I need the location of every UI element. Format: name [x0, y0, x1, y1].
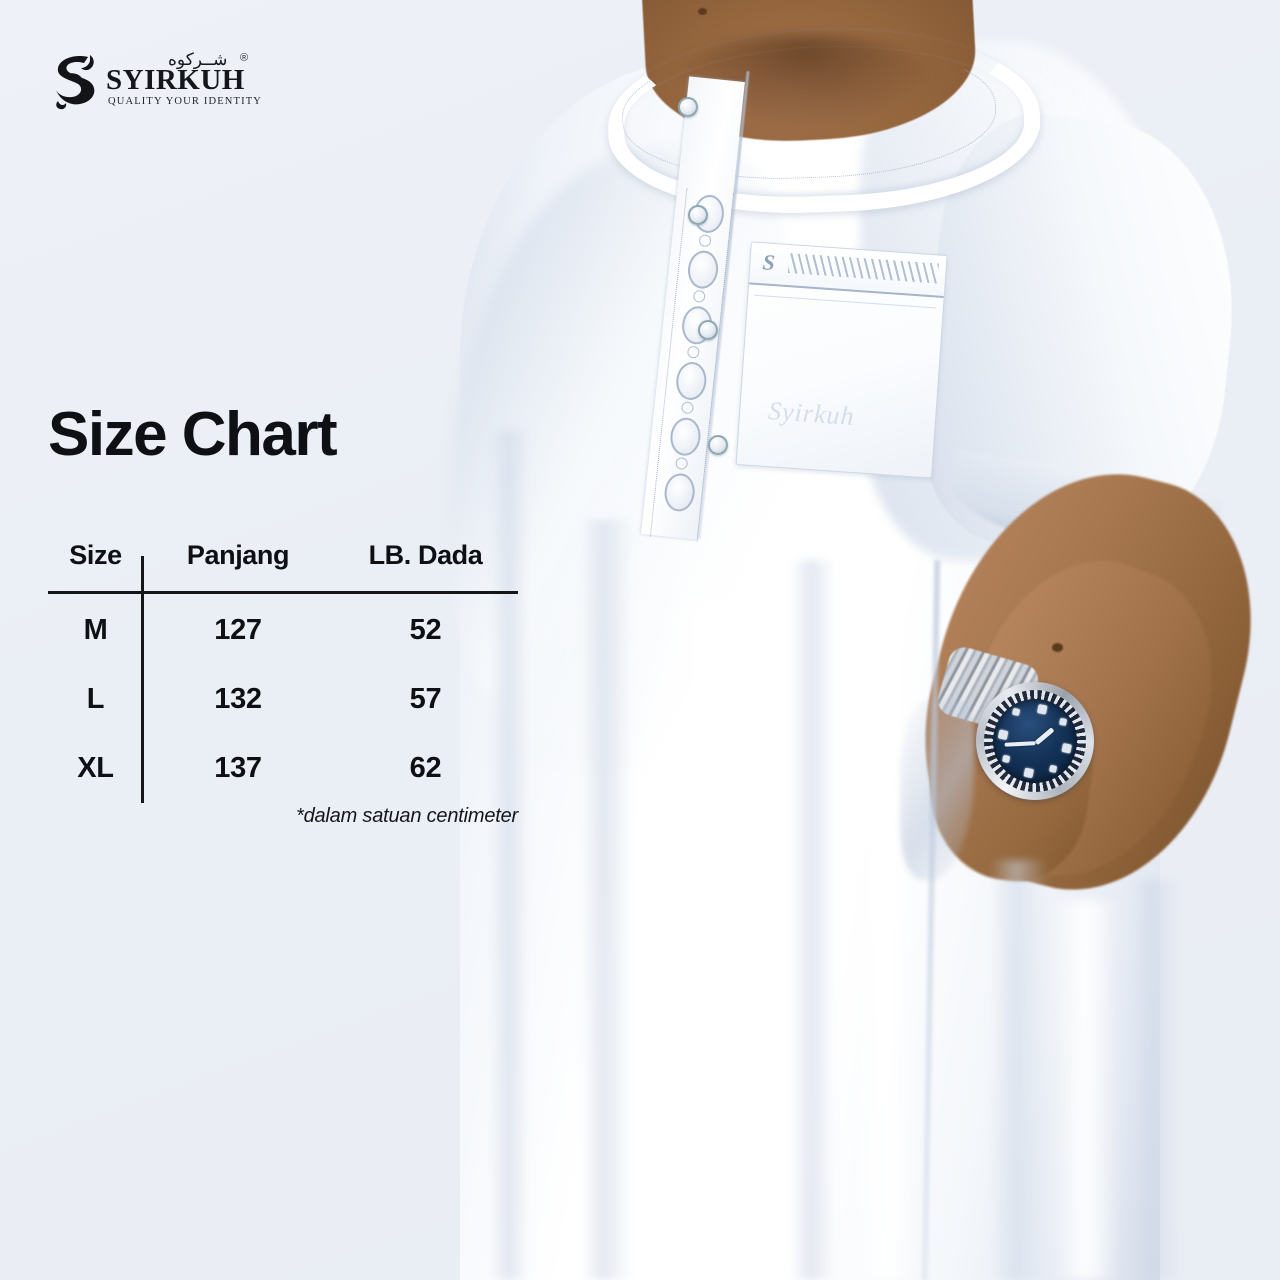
unit-footnote: *dalam satuan centimeter [296, 805, 518, 827]
cell-lb-dada: 57 [409, 682, 442, 715]
placket-button-4 [708, 435, 728, 455]
pocket-s-logo-icon: S [761, 249, 776, 276]
table-row: M 127 52 [48, 593, 518, 664]
neck-mole [698, 8, 707, 15]
page-title: Size Chart [48, 400, 338, 469]
watch-minute-hand [1004, 741, 1036, 747]
pocket-ghost-print: Syirkuh [767, 396, 856, 432]
placket-button-3 [698, 320, 718, 340]
pocket-seam [754, 294, 936, 309]
watch-hour-hand [1034, 727, 1055, 746]
chest-pocket: S Syirkuh [735, 241, 948, 479]
cell-panjang: 132 [214, 682, 262, 715]
arm-mole [1052, 643, 1063, 652]
column-header-size: Size [48, 540, 143, 594]
brand-logo: شــركوه ® SYIRKUH QUALITY YOUR IDENTITY [48, 48, 261, 118]
cell-lb-dada: 62 [409, 751, 442, 784]
size-chart-block: Size Chart Size Panjang LB. Dada M 127 5… [48, 404, 548, 828]
cell-size: L [86, 682, 105, 715]
table-header-row: Size Panjang LB. Dada [48, 540, 518, 594]
table-row: XL 137 62 [48, 732, 518, 801]
cell-lb-dada: 52 [409, 613, 442, 646]
cell-panjang: 137 [214, 751, 262, 784]
cell-panjang: 127 [214, 613, 262, 646]
collar-button [678, 97, 698, 117]
syirkuh-s-monogram-icon [56, 55, 95, 110]
size-table: Size Panjang LB. Dada M 127 52 L 132 57 … [48, 540, 518, 801]
cell-size: XL [77, 751, 114, 784]
placket-button-2 [688, 205, 708, 225]
column-header-panjang: Panjang [143, 540, 333, 594]
table-row: L 132 57 [48, 663, 518, 732]
column-header-lb-dada: LB. Dada [333, 540, 518, 594]
brand-tagline: QUALITY YOUR IDENTITY [108, 96, 263, 107]
brand-wordmark: SYIRKUH [106, 64, 245, 96]
cell-size: M [83, 613, 108, 646]
table-vertical-divider [141, 556, 144, 803]
product-photo: S Syirkuh [430, 0, 1280, 1280]
registered-trademark-icon: ® [240, 52, 249, 64]
brand-arabic-text: شــركوه [168, 50, 228, 69]
